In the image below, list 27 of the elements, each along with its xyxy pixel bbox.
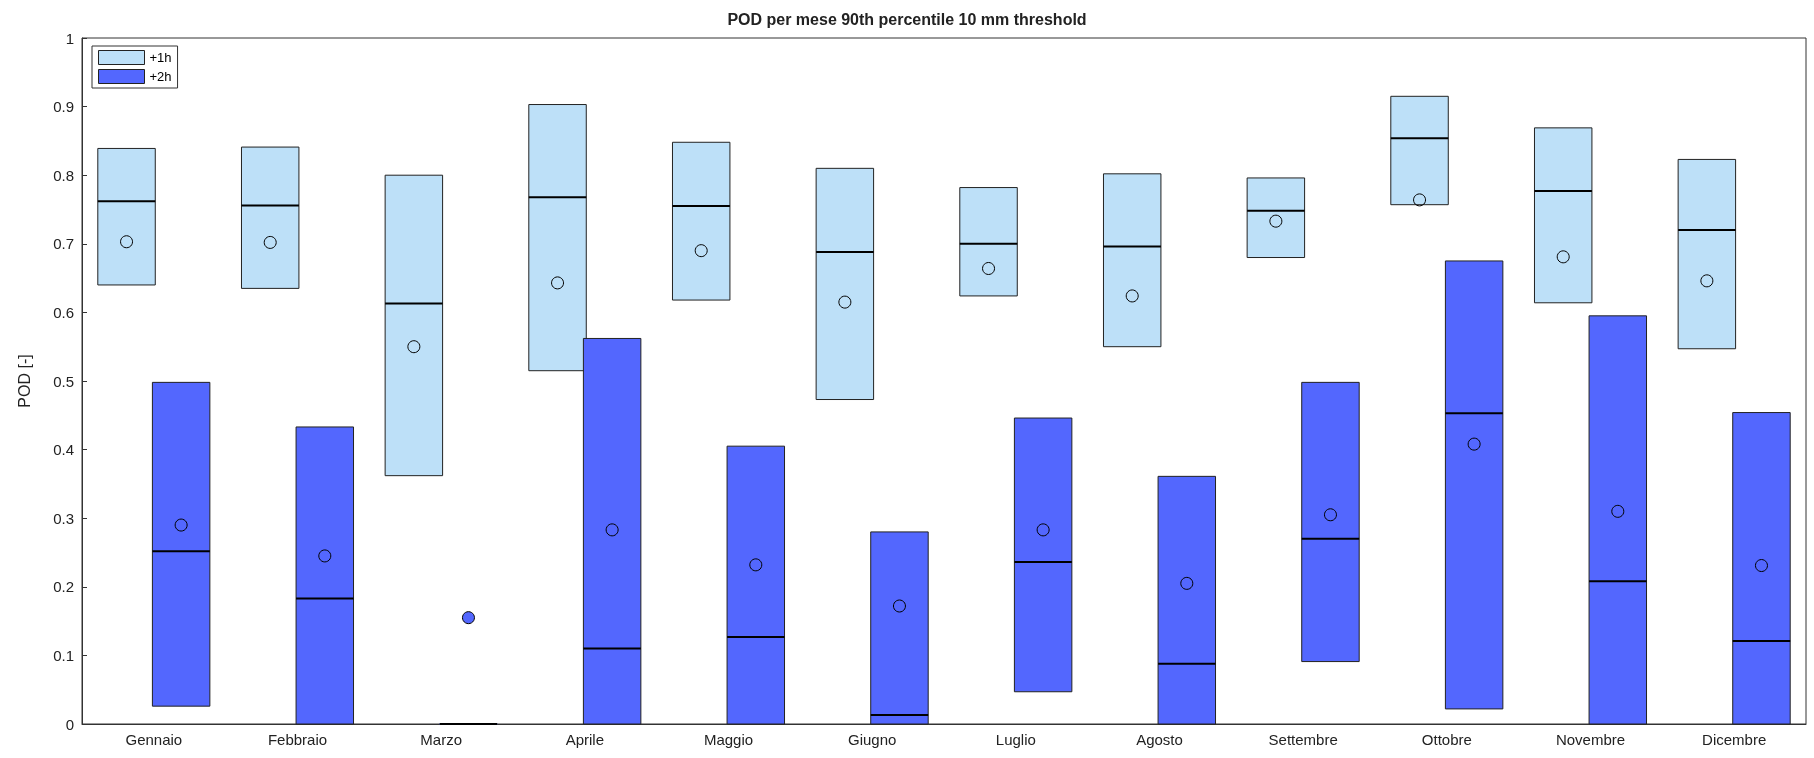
x-tick-label: Novembre (1555, 731, 1626, 748)
x-tick-label: Marzo (420, 731, 463, 748)
x-tick-label: Agosto (1136, 731, 1183, 748)
x-tick-label: Febbraio (267, 731, 328, 748)
x-tick-label: Luglio (995, 731, 1036, 748)
legend-label: +1h (149, 50, 172, 65)
x-tick-label: Ottobre (1421, 731, 1472, 748)
y-tick-label: 0 (65, 715, 74, 733)
x-tick-label: Settembre (1268, 731, 1338, 748)
chart-title: POD per mese 90th percentile 10 mm threshold (727, 10, 1087, 28)
x-tick-label: Giugno (847, 731, 897, 748)
y-tick-label: 0.2 (53, 578, 74, 596)
x-tick-label: Aprile (565, 731, 605, 748)
y-tick-label: 0.1 (53, 646, 74, 664)
y-tick-label: 0.4 (53, 441, 74, 459)
y-tick-label: 0.9 (53, 98, 74, 116)
y-axis-title: POD [-] (15, 354, 33, 408)
y-tick-label: 1 (65, 29, 74, 47)
x-tick-label: Maggio (703, 731, 754, 748)
y-tick-label: 0.5 (53, 372, 74, 390)
x-tick-label: Gennaio (125, 731, 183, 748)
y-tick-label: 0.3 (53, 509, 74, 527)
y-tick-label: 0.6 (53, 303, 74, 321)
legend-label: +2h (149, 69, 172, 84)
y-tick-label: 0.8 (53, 166, 74, 184)
y-tick-label: 0.7 (53, 235, 74, 253)
x-tick-label: Dicembre (1702, 731, 1767, 748)
